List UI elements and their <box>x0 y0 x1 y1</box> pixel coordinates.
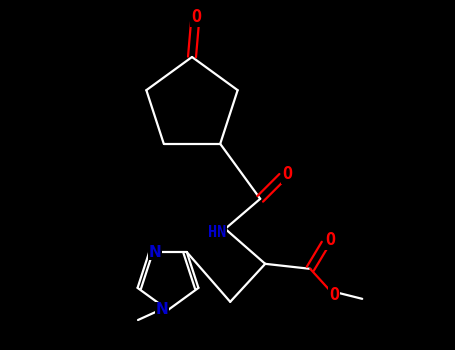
Text: N: N <box>156 302 168 317</box>
Text: O: O <box>191 8 201 26</box>
Text: O: O <box>325 231 335 249</box>
Text: N: N <box>149 245 162 260</box>
Text: HN: HN <box>208 225 226 240</box>
Text: O: O <box>329 286 339 304</box>
Text: O: O <box>282 165 292 183</box>
